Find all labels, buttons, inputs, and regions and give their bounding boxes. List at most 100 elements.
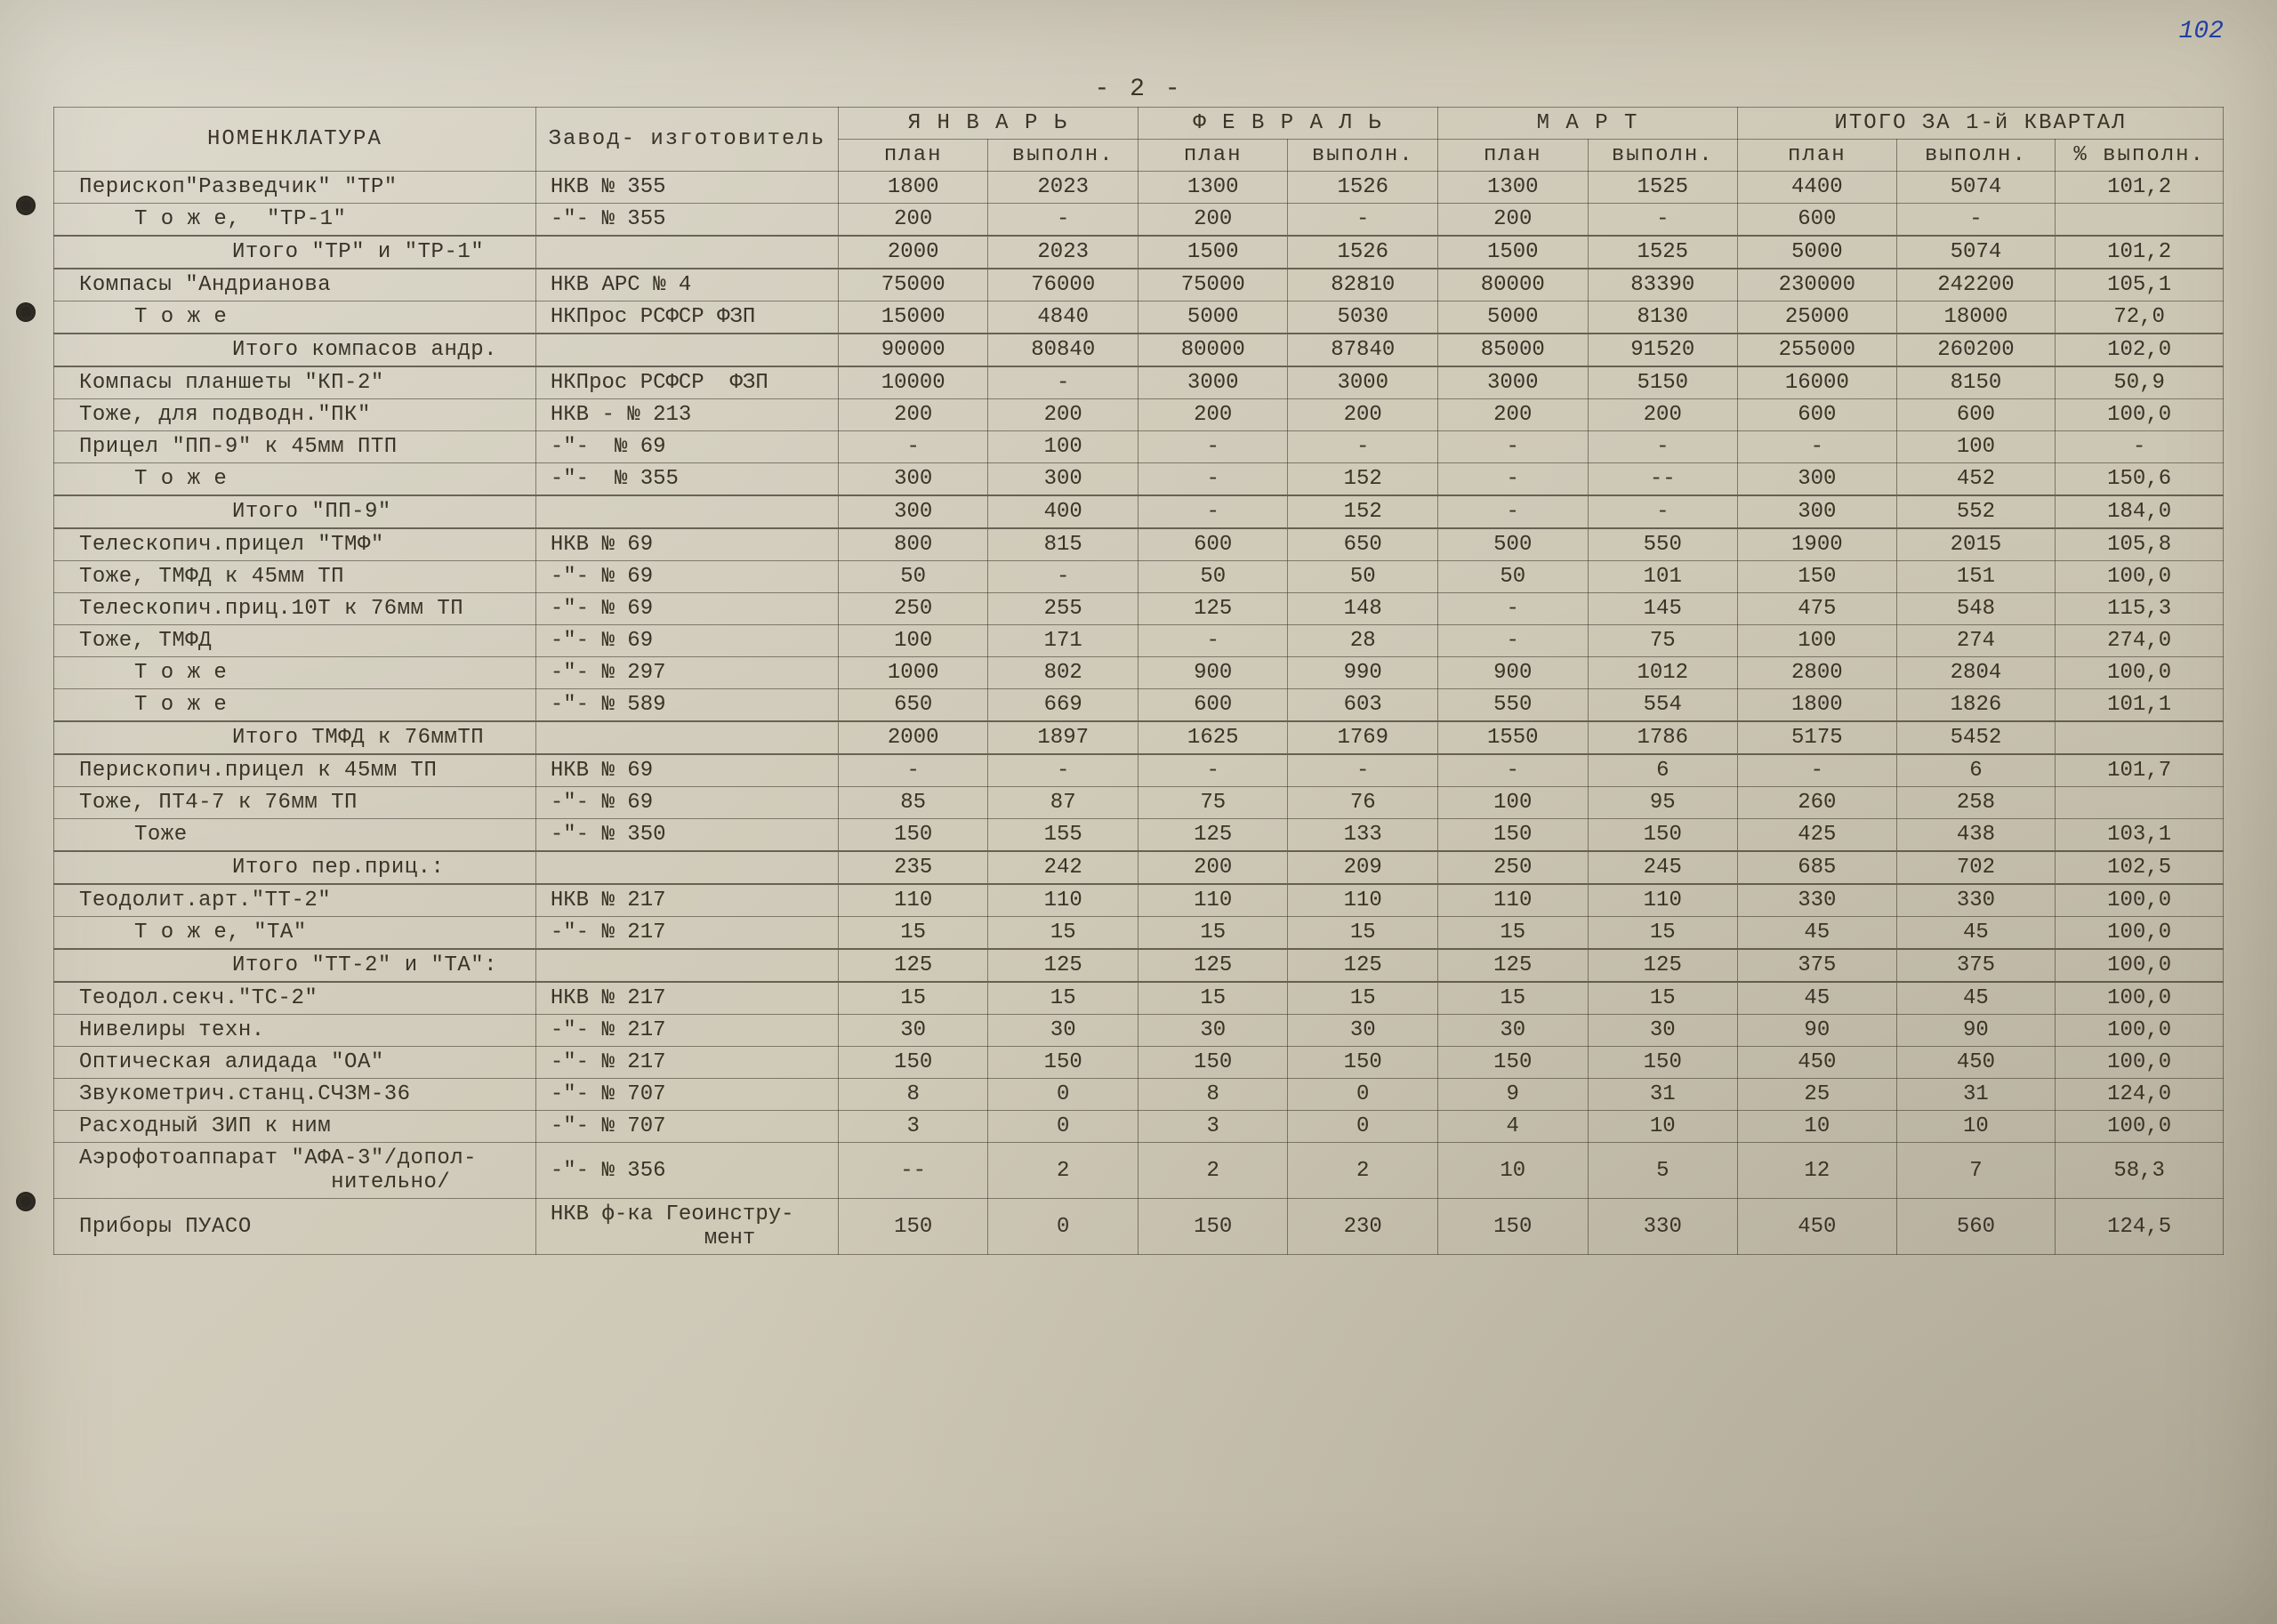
cell-qp: 12	[1738, 1143, 1897, 1199]
col-mar-done: выполн.	[1588, 140, 1738, 172]
cell-jd: 80840	[988, 334, 1138, 366]
cell-fd: -	[1288, 431, 1438, 463]
cell-md: 125	[1588, 949, 1738, 982]
cell-pct: 124,0	[2056, 1079, 2224, 1111]
cell-md: --	[1588, 463, 1738, 496]
cell-jd: 87	[988, 787, 1138, 819]
cell-nomenclature: Тоже, ПТ4-7 к 76мм ТП	[54, 787, 536, 819]
cell-fd: 3000	[1288, 366, 1438, 399]
cell-qd: 258	[1896, 787, 2056, 819]
cell-factory: НКВ № 217	[535, 884, 838, 917]
cell-jp: 2000	[838, 236, 988, 269]
cell-mp: -	[1438, 463, 1589, 496]
cell-qp: -	[1738, 754, 1897, 787]
cell-fd: 0	[1288, 1079, 1438, 1111]
cell-mp: 3000	[1438, 366, 1589, 399]
cell-jp: 75000	[838, 269, 988, 301]
cell-pct: 101,2	[2056, 236, 2224, 269]
cell-nomenclature: Итого "ПП-9"	[54, 495, 536, 528]
col-feb-done: выполн.	[1288, 140, 1438, 172]
cell-qp: 1800	[1738, 689, 1897, 722]
cell-qp: 230000	[1738, 269, 1897, 301]
cell-jp: -	[838, 431, 988, 463]
col-nomenclature: НОМЕНКЛАТУРА	[54, 108, 536, 172]
cell-pct: 100,0	[2056, 561, 2224, 593]
cell-mp: -	[1438, 495, 1589, 528]
cell-jp: 15	[838, 982, 988, 1015]
cell-fd: 76	[1288, 787, 1438, 819]
cell-nomenclature: Т о ж е	[54, 657, 536, 689]
cell-mp: 5000	[1438, 301, 1589, 334]
document-page: 102 - 2 - НОМЕНКЛАТУРА Завод- изготовите…	[0, 0, 2277, 1624]
cell-jp: 100	[838, 625, 988, 657]
cell-pct: 101,7	[2056, 754, 2224, 787]
table-row: Т о ж е-"- № 589650669600603550554180018…	[54, 689, 2224, 722]
cell-factory: -"- № 69	[535, 431, 838, 463]
cell-jp: --	[838, 1143, 988, 1199]
cell-jd: 125	[988, 949, 1138, 982]
cell-jd: 669	[988, 689, 1138, 722]
cell-fp: 30	[1138, 1015, 1288, 1047]
cell-jd: 100	[988, 431, 1138, 463]
cell-pct: 102,0	[2056, 334, 2224, 366]
cell-factory: -"- № 355	[535, 204, 838, 237]
cell-mp: 1500	[1438, 236, 1589, 269]
cell-nomenclature: Перископ"Разведчик" "ТР"	[54, 172, 536, 204]
cell-qp: 475	[1738, 593, 1897, 625]
cell-qp: 600	[1738, 204, 1897, 237]
cell-md: -	[1588, 431, 1738, 463]
cell-qp: 300	[1738, 463, 1897, 496]
cell-qp: 45	[1738, 982, 1897, 1015]
table-row: Т о ж е-"- № 297100080290099090010122800…	[54, 657, 2224, 689]
col-january: Я Н В А Р Ь	[838, 108, 1138, 140]
cell-nomenclature: Т о ж е	[54, 301, 536, 334]
cell-mp: 250	[1438, 851, 1589, 884]
col-q1-total: ИТОГО ЗА 1-й КВАРТАЛ	[1738, 108, 2224, 140]
cell-jp: 150	[838, 1199, 988, 1255]
cell-pct: 58,3	[2056, 1143, 2224, 1199]
cell-jd: 15	[988, 982, 1138, 1015]
cell-fp: 125	[1138, 819, 1288, 852]
cell-nomenclature: Тоже, ТМФД	[54, 625, 536, 657]
cell-nomenclature: Т о ж е	[54, 463, 536, 496]
cell-fd: 150	[1288, 1047, 1438, 1079]
table-row: Итого "ТР" и "ТР-1"200020231500152615001…	[54, 236, 2224, 269]
cell-fd: 28	[1288, 625, 1438, 657]
cell-jd: 300	[988, 463, 1138, 496]
cell-pct: 124,5	[2056, 1199, 2224, 1255]
binding-hole	[16, 302, 36, 322]
table-row: Тоже, ТМФД к 45мм ТП-"- № 6950-505050101…	[54, 561, 2224, 593]
cell-jd: 0	[988, 1079, 1138, 1111]
cell-qd: -	[1896, 204, 2056, 237]
cell-pct: 150,6	[2056, 463, 2224, 496]
cell-jd: -	[988, 754, 1138, 787]
cell-qp: 16000	[1738, 366, 1897, 399]
cell-jp: 10000	[838, 366, 988, 399]
cell-md: 550	[1588, 528, 1738, 561]
cell-factory: НКВ ф-ка Геоинстру- мент	[535, 1199, 838, 1255]
cell-nomenclature: Т о ж е, "ТА"	[54, 917, 536, 950]
cell-nomenclature: Тоже	[54, 819, 536, 852]
cell-fd: 15	[1288, 982, 1438, 1015]
cell-qd: 2015	[1896, 528, 2056, 561]
cell-pct	[2056, 787, 2224, 819]
cell-fd: 1769	[1288, 721, 1438, 754]
cell-jp: 650	[838, 689, 988, 722]
cell-nomenclature: Аэрофотоаппарат "АФА-3"/допол- нительно/	[54, 1143, 536, 1199]
cell-jp: 250	[838, 593, 988, 625]
cell-qd: 375	[1896, 949, 2056, 982]
cell-pct: 274,0	[2056, 625, 2224, 657]
cell-mp: 125	[1438, 949, 1589, 982]
cell-nomenclature: Тоже, ТМФД к 45мм ТП	[54, 561, 536, 593]
cell-pct: 102,5	[2056, 851, 2224, 884]
cell-nomenclature: Итого "ТР" и "ТР-1"	[54, 236, 536, 269]
cell-qp: 375	[1738, 949, 1897, 982]
table-row: Тоже, для подводн."ПК"НКВ - № 2132002002…	[54, 399, 2224, 431]
cell-fp: 1300	[1138, 172, 1288, 204]
cell-factory: -"- № 355	[535, 463, 838, 496]
cell-jp: 200	[838, 204, 988, 237]
cell-nomenclature: Расходный ЗИП к ним	[54, 1111, 536, 1143]
table-row: Перископич.прицел к 45мм ТПНКВ № 69-----…	[54, 754, 2224, 787]
cell-mp: 30	[1438, 1015, 1589, 1047]
cell-jd: 242	[988, 851, 1138, 884]
